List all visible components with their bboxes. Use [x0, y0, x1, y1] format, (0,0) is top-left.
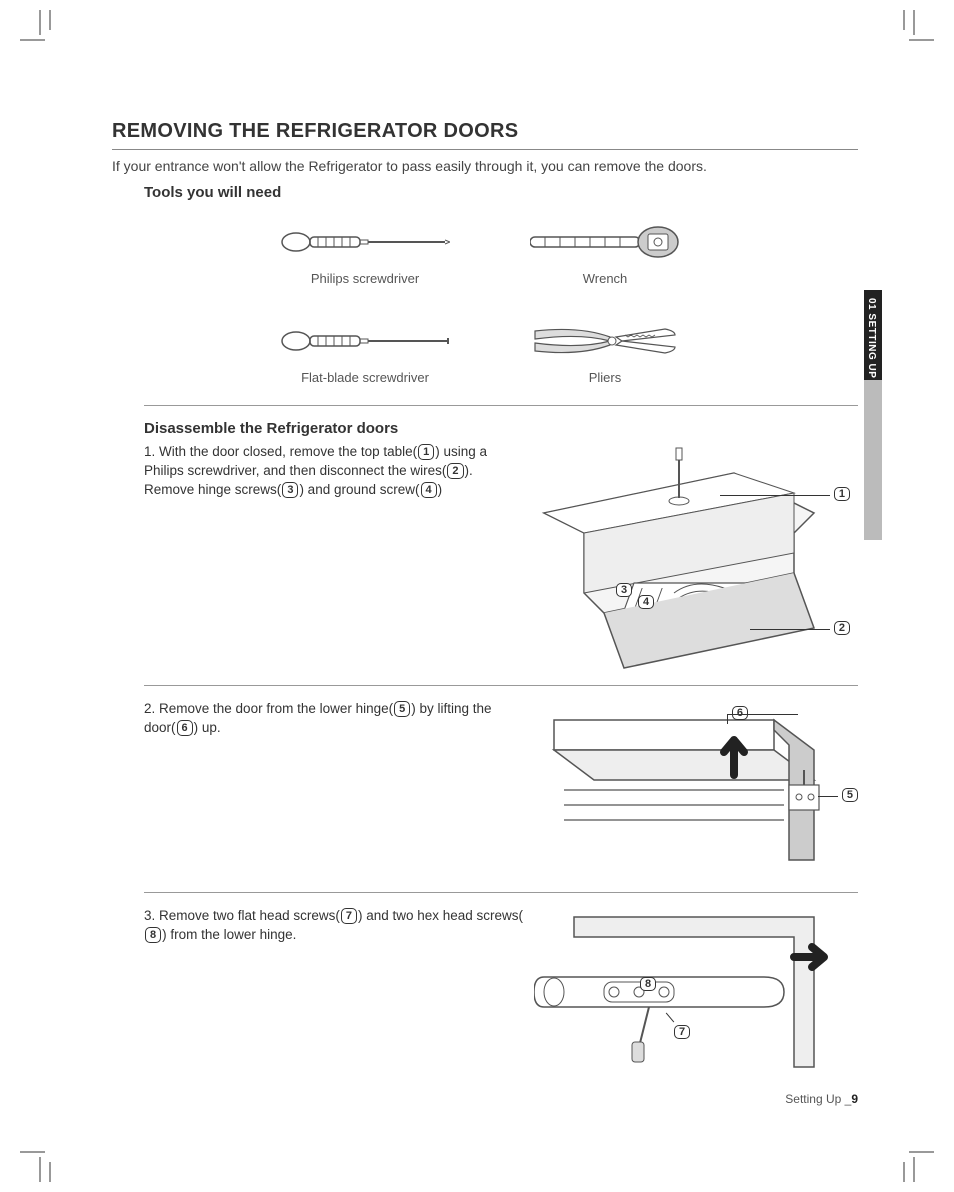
- tool-wrench: Wrench: [530, 217, 680, 286]
- crop-mark-br: [894, 1142, 934, 1182]
- crop-mark-bl: [20, 1142, 60, 1182]
- tool-philips: Philips screwdriver: [280, 217, 450, 286]
- tool-label: Flat-blade screwdriver: [280, 370, 450, 385]
- crop-mark-tl: [20, 10, 60, 50]
- fig-callout-4: 4: [638, 595, 654, 609]
- tools-grid: Philips screwdriver Wrench: [265, 217, 705, 385]
- footer-page-number: 9: [851, 1092, 858, 1106]
- intro-text: If your entrance won't allow the Refrige…: [112, 158, 858, 174]
- page-content: REMOVING THE REFRIGERATOR DOORS If your …: [112, 120, 858, 1099]
- section-tab-label: 01 SETTING UP: [866, 298, 877, 378]
- fig-callout-5: 5: [842, 788, 858, 802]
- step-3-figure: 8 7: [534, 907, 858, 1087]
- step-2-text: 2. Remove the door from the lower hinge(…: [144, 700, 524, 738]
- fig-callout-6: 6: [732, 706, 748, 720]
- page-title: REMOVING THE REFRIGERATOR DOORS: [112, 120, 858, 150]
- wrench-icon: [530, 217, 680, 267]
- tool-label: Philips screwdriver: [280, 271, 450, 286]
- step-3-text: 3. Remove two flat head screws(7) and tw…: [144, 907, 524, 945]
- callout-2: 2: [447, 463, 463, 479]
- disassemble-heading: Disassemble the Refrigerator doors: [144, 420, 858, 437]
- step-2: 2. Remove the door from the lower hinge(…: [144, 700, 858, 880]
- tool-label: Pliers: [530, 370, 680, 385]
- callout-5: 5: [394, 701, 410, 717]
- divider: [144, 685, 858, 686]
- callout-3: 3: [282, 482, 298, 498]
- step-2-figure: 6 5: [534, 700, 858, 880]
- footer-section: Setting Up _: [785, 1092, 851, 1106]
- callout-8: 8: [145, 927, 161, 943]
- tool-flatblade: Flat-blade screwdriver: [280, 316, 450, 385]
- tool-pliers: Pliers: [530, 316, 680, 385]
- tools-heading: Tools you will need: [144, 184, 858, 201]
- section-tab: 01 SETTING UP: [864, 290, 882, 540]
- step-1-figure: 1 2 3 4: [534, 443, 858, 673]
- step-1: 1. With the door closed, remove the top …: [144, 443, 858, 673]
- crop-mark-tr: [894, 10, 934, 50]
- callout-4: 4: [421, 482, 437, 498]
- fig-callout-2: 2: [834, 621, 850, 635]
- page-footer: Setting Up _9: [785, 1092, 858, 1106]
- fig-callout-3: 3: [616, 583, 632, 597]
- screwdriver-icon: [280, 316, 450, 366]
- step-3: 3. Remove two flat head screws(7) and tw…: [144, 907, 858, 1087]
- fig-callout-7: 7: [674, 1025, 690, 1039]
- divider: [144, 892, 858, 893]
- tool-label: Wrench: [530, 271, 680, 286]
- callout-1: 1: [418, 444, 434, 460]
- divider: [144, 405, 858, 406]
- fig-callout-8: 8: [640, 977, 656, 991]
- screwdriver-icon: [280, 217, 450, 267]
- callout-7: 7: [341, 908, 357, 924]
- step-1-text: 1. With the door closed, remove the top …: [144, 443, 524, 500]
- callout-6: 6: [177, 720, 193, 736]
- fig-callout-1: 1: [834, 487, 850, 501]
- pliers-icon: [530, 316, 680, 366]
